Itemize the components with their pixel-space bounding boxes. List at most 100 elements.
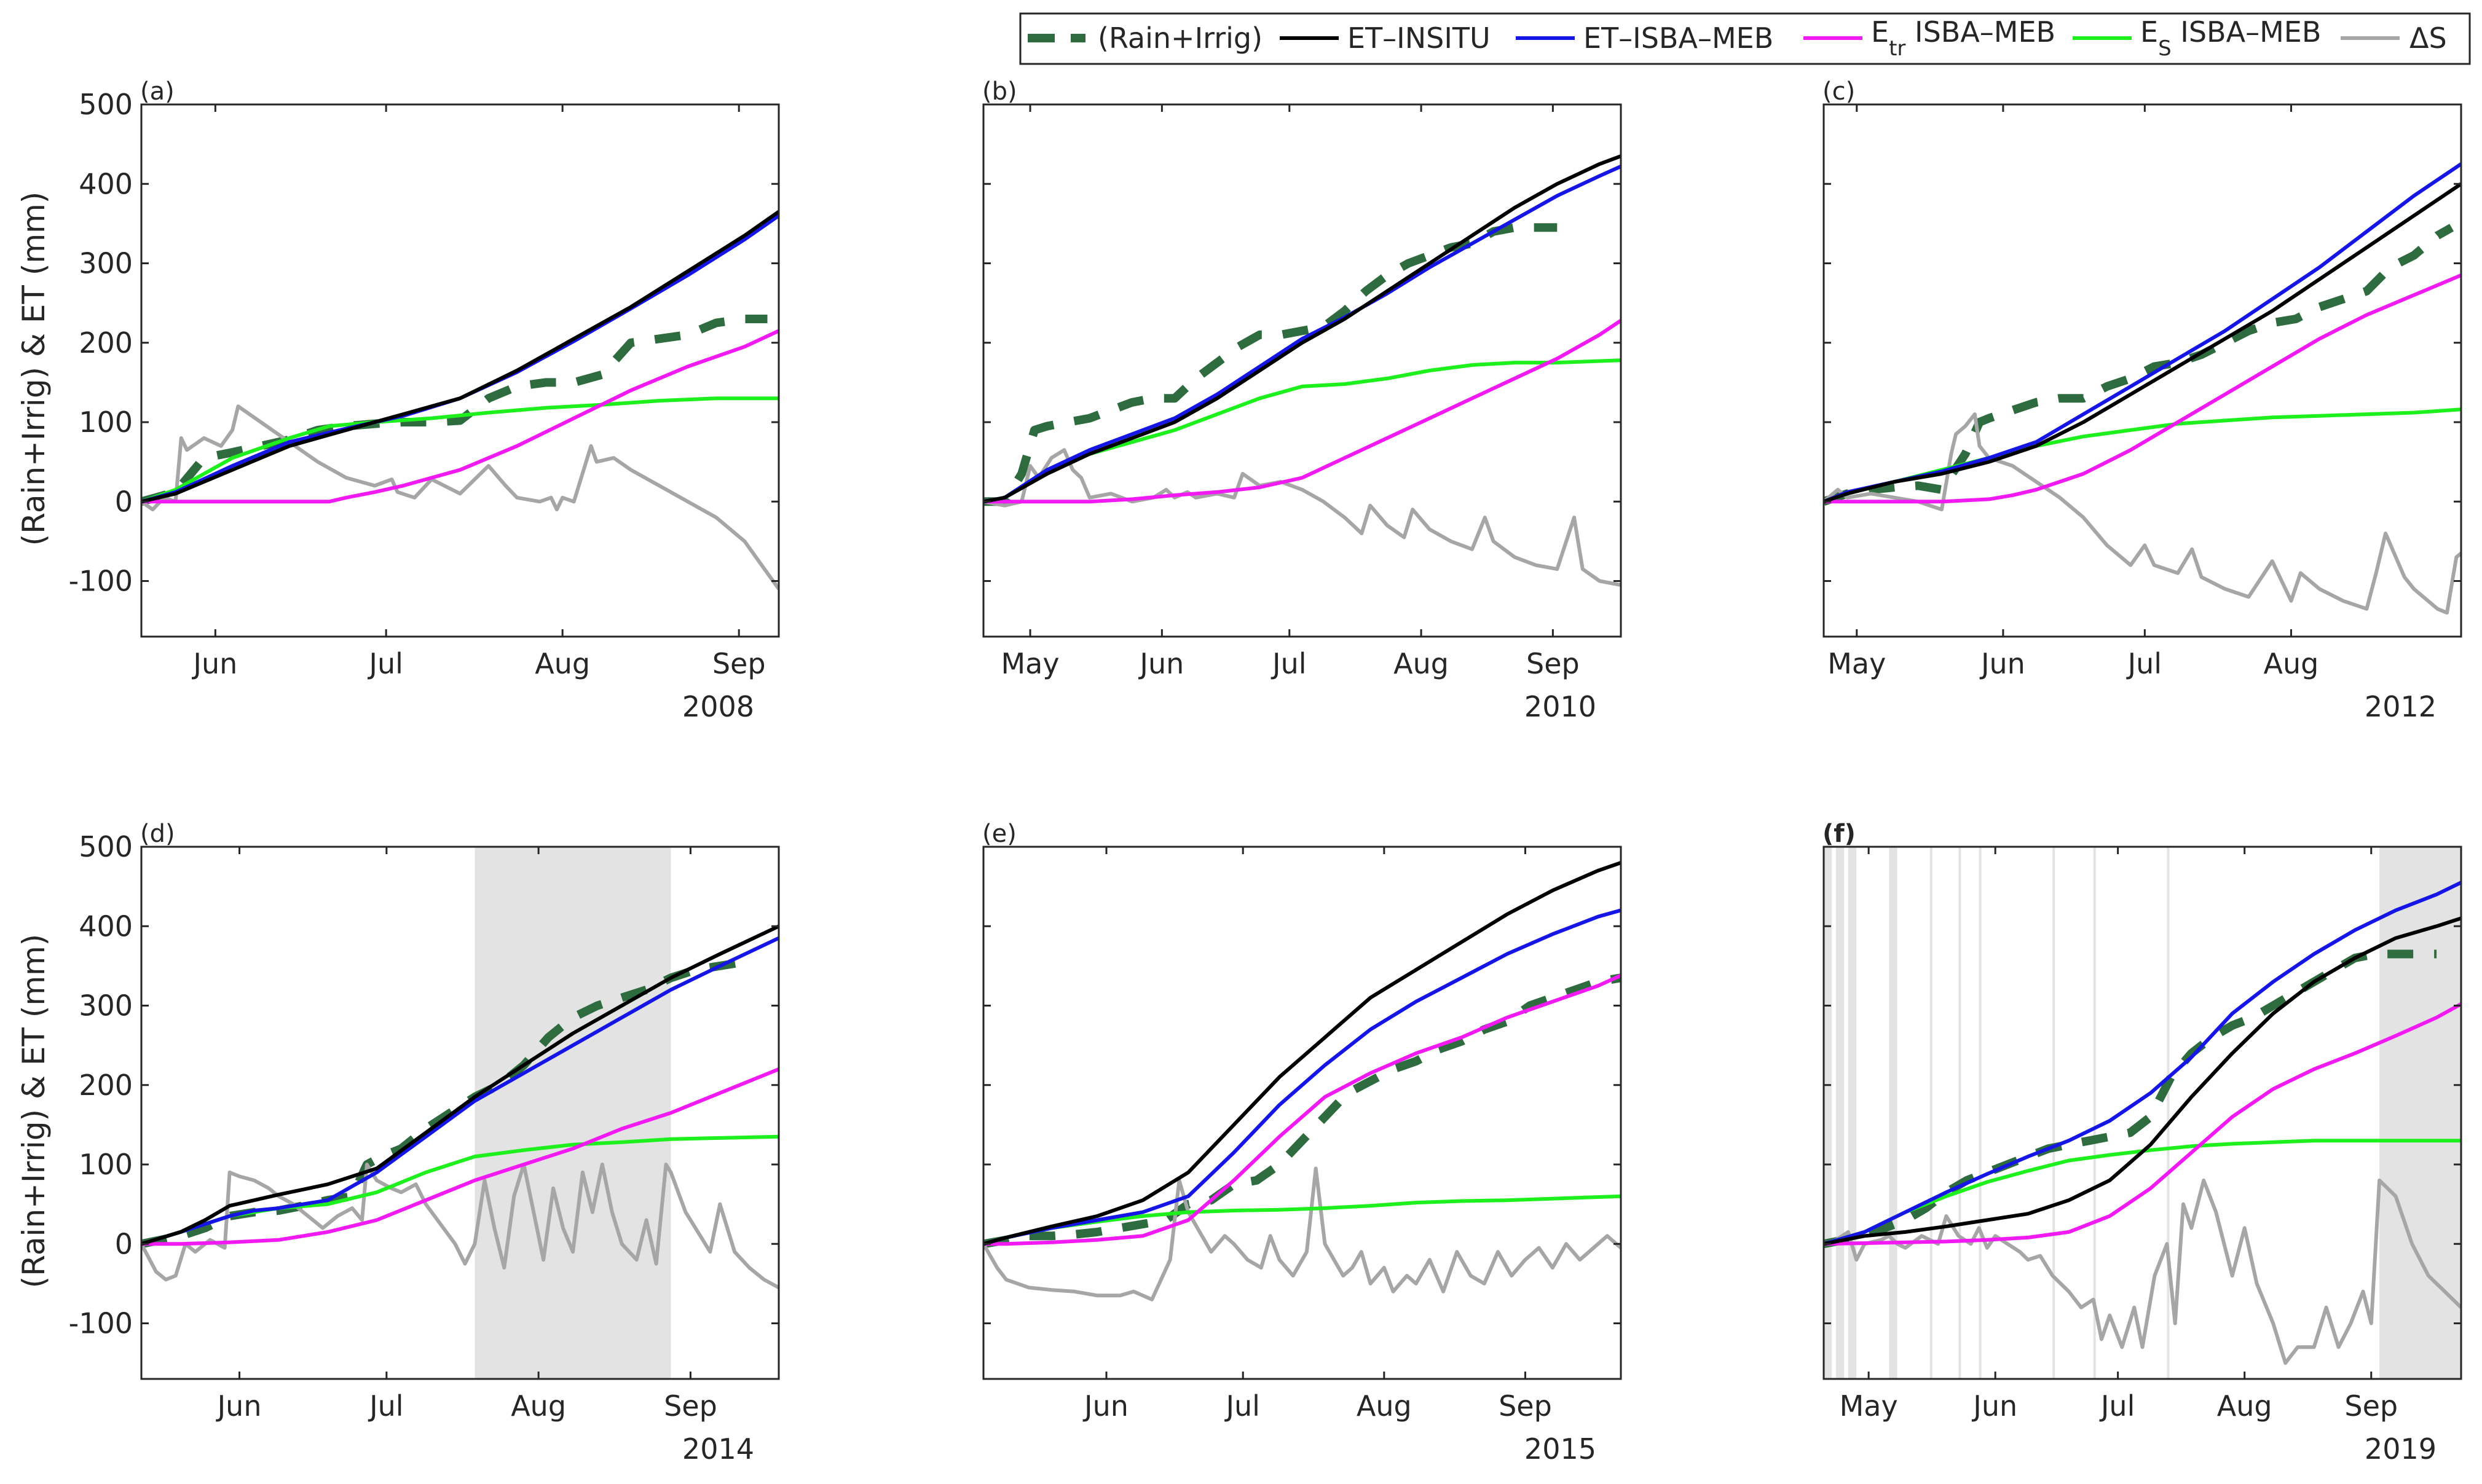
x-tick-label: Jun <box>216 1389 262 1423</box>
x-tick-label: Jun <box>191 647 237 680</box>
panel-letter: (e) <box>982 820 1017 848</box>
shaded-period <box>1889 847 1897 1379</box>
series-line-et-isba-meb <box>141 936 779 1246</box>
series-line-et-insitu <box>983 154 1621 504</box>
panel-letter: (f) <box>1822 820 1856 848</box>
axes-box <box>982 846 1622 1380</box>
x-tick-label: Jul <box>368 1389 404 1423</box>
legend-label-et-isba-meb: ET–ISBA–MEB <box>1583 22 1773 55</box>
series-line-ds <box>983 1166 1621 1301</box>
x-tick-label: Jul <box>367 647 403 680</box>
legend-box <box>1019 12 2471 65</box>
series-line-rain-irrig <box>983 973 1621 1249</box>
x-tick-label: May <box>1827 647 1886 680</box>
series-line-et-isba-meb <box>983 165 1621 504</box>
shaded-period <box>475 847 671 1379</box>
x-tick-label: Sep <box>2344 1389 2398 1423</box>
axes-box <box>1822 103 2462 638</box>
panel-a: -100 0 100 200 300 400 500 Jun Jul Aug Sep 2008 (a) <box>69 77 780 723</box>
x-tick-label: Sep <box>1499 1389 1552 1423</box>
year-label: 2019 <box>2365 1432 2437 1466</box>
x-tick-label: Jul <box>2099 1389 2135 1423</box>
x-tick-label: Aug <box>511 1389 566 1423</box>
y-tick-label: 0 <box>115 1227 133 1260</box>
axes-box <box>1822 846 2462 1380</box>
panel-letter: (a) <box>140 77 175 106</box>
legend-label-et-insitu: ET–INSITU <box>1347 22 1491 55</box>
panel-b: May Jun Jul Aug Sep 2010 (b) <box>982 77 1622 723</box>
series-group <box>141 210 779 591</box>
shading-group <box>475 847 671 1379</box>
legend-item-et-isba-meb: ET–ISBA–MEB <box>1516 22 1773 55</box>
x-tick-label: Sep <box>1526 647 1580 680</box>
series-line-ds <box>141 404 779 591</box>
year-label: 2012 <box>2365 690 2437 723</box>
series-line-et-insitu <box>1824 182 2461 504</box>
x-tick-label: Jun <box>1138 647 1184 680</box>
y-tick-label: 500 <box>79 830 133 863</box>
legend-item-es: ES ISBA–MEB <box>2073 15 2321 61</box>
y-axis-label-top: (Rain+Irrig) & ET (mm) <box>16 192 52 546</box>
year-label: 2015 <box>1524 1432 1596 1466</box>
panel-f: May Jun Jul Aug Sep 2019 (f) <box>1822 820 2462 1466</box>
series-line-etr <box>983 973 1621 1246</box>
series-line-et-isba-meb <box>983 908 1621 1246</box>
panel-c: May Jun Jul Aug 2012 (c) <box>1822 77 2462 723</box>
y-tick-label: 300 <box>79 247 133 280</box>
series-line-et-insitu <box>1824 916 2461 1246</box>
series-line-es <box>141 396 779 504</box>
legend-label-rain-irrig: (Rain+Irrig) <box>1098 22 1263 55</box>
series-line-ds <box>1824 412 2461 615</box>
series-line-ds <box>1824 1178 2461 1365</box>
x-tick-label: May <box>1840 1389 1898 1423</box>
year-label: 2008 <box>682 690 754 723</box>
series-group <box>983 154 1621 587</box>
shaded-period <box>2052 847 2055 1379</box>
shaded-period <box>2167 847 2170 1379</box>
axes-box <box>140 103 780 638</box>
y-tick-label: 100 <box>79 406 133 439</box>
series-line-etr <box>141 1067 779 1246</box>
series-line-rain-irrig <box>1824 949 2437 1249</box>
series-group <box>1824 162 2461 615</box>
series-line-et-insitu <box>141 210 779 504</box>
shaded-period <box>1979 847 1982 1379</box>
x-tick-label: Jun <box>1979 647 2025 680</box>
shaded-period <box>1848 847 1857 1379</box>
panel-e: Jun Jul Aug Sep 2015 (e) <box>982 820 1622 1466</box>
x-tick-label: Jul <box>2126 647 2162 680</box>
y-tick-label: 400 <box>79 909 133 943</box>
shaded-period <box>1958 847 1961 1379</box>
panel-letter: (b) <box>982 77 1017 106</box>
series-group <box>1824 881 2461 1365</box>
x-tick-label: Aug <box>2264 647 2319 680</box>
panel-letter: (d) <box>140 820 175 848</box>
x-tick-label: Jul <box>1271 647 1307 680</box>
y-tick-label: 200 <box>79 326 133 359</box>
series-group <box>983 861 1621 1301</box>
y-tick-label: 300 <box>79 989 133 1023</box>
x-tick-label: Sep <box>664 1389 717 1423</box>
axes-box <box>982 103 1622 638</box>
series-line-et-isba-meb <box>1824 881 2461 1246</box>
y-axis-label-bottom: (Rain+Irrig) & ET (mm) <box>16 934 52 1289</box>
series-line-etr <box>1824 273 2461 504</box>
series-line-rain-irrig <box>1824 224 2454 506</box>
x-tick-label: Aug <box>2217 1389 2272 1423</box>
y-tick-label: -100 <box>69 565 133 598</box>
legend-item-ds: ΔS <box>2341 22 2447 55</box>
legend-item-et-insitu: ET–INSITU <box>1280 22 1491 55</box>
x-tick-label: Aug <box>535 647 590 680</box>
series-line-etr <box>1824 1002 2461 1246</box>
year-label: 2010 <box>1524 690 1596 723</box>
y-tick-label: 400 <box>79 167 133 200</box>
y-tick-label: 0 <box>115 485 133 518</box>
series-line-etr <box>983 319 1621 504</box>
series-line-rain-irrig <box>141 315 768 506</box>
y-tick-label: 200 <box>79 1069 133 1102</box>
series-line-etr <box>141 329 779 504</box>
legend-label-ds: ΔS <box>2409 22 2447 55</box>
series-line-et-insitu <box>141 924 779 1246</box>
y-tick-label: 100 <box>79 1148 133 1181</box>
